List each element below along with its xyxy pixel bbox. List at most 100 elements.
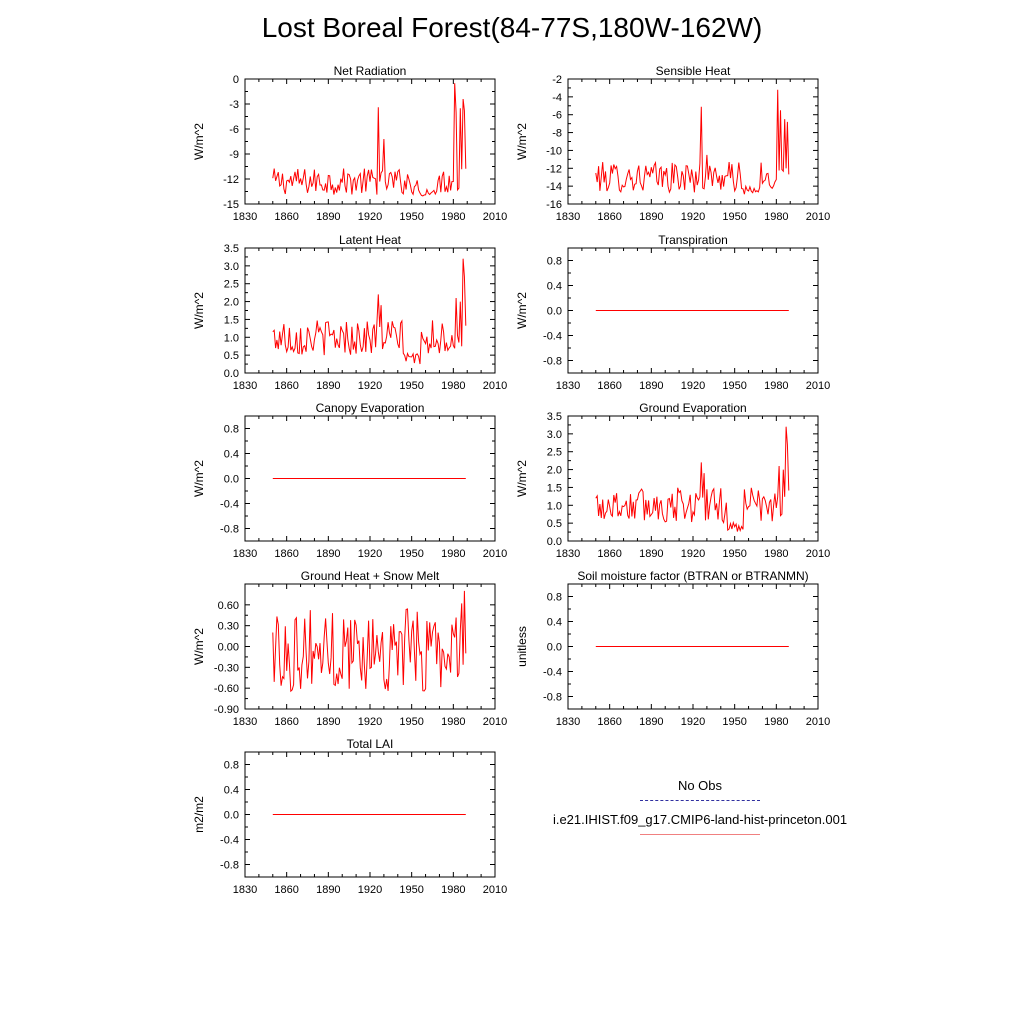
y-tick-label: 0.8 bbox=[224, 424, 239, 436]
y-tick-label: -0.4 bbox=[543, 667, 562, 679]
y-tick-label: -15 bbox=[223, 199, 239, 211]
y-tick-label: -0.8 bbox=[220, 524, 239, 536]
plot-frame bbox=[567, 415, 819, 542]
x-tick-label: 1980 bbox=[764, 211, 788, 223]
x-tick-label: 1920 bbox=[681, 716, 705, 728]
x-tick-label: 1890 bbox=[639, 211, 663, 223]
x-tick-label: 1920 bbox=[681, 211, 705, 223]
series-line bbox=[272, 83, 467, 197]
y-tick-label: -0.8 bbox=[220, 860, 239, 872]
y-axis-label: W/m^2 bbox=[192, 628, 206, 665]
x-tick-label: 1980 bbox=[441, 548, 465, 560]
series-line bbox=[272, 590, 467, 693]
x-tick-label: 1920 bbox=[358, 211, 382, 223]
x-tick-label: 1830 bbox=[556, 548, 580, 560]
x-tick-label: 1950 bbox=[722, 548, 746, 560]
x-tick-label: 1860 bbox=[274, 716, 298, 728]
x-tick-label: 1920 bbox=[358, 716, 382, 728]
chart-panel-0: Net Radiation 1830 1860 1890 1920 1950 1980 201… bbox=[192, 64, 507, 223]
y-tick-label: 0 bbox=[233, 74, 239, 86]
plot-frame bbox=[244, 583, 496, 710]
x-tick-label: 1950 bbox=[399, 211, 423, 223]
legend-model-swatch-row bbox=[520, 834, 880, 846]
x-tick-label: 1950 bbox=[722, 211, 746, 223]
y-tick-label: 0.30 bbox=[218, 621, 239, 633]
y-tick-label: -6 bbox=[229, 124, 239, 136]
x-tick-label: 1860 bbox=[597, 211, 621, 223]
chart-title: Net Radiation bbox=[334, 64, 407, 78]
y-tick-label: 0.0 bbox=[547, 642, 562, 654]
x-tick-label: 1980 bbox=[441, 716, 465, 728]
x-tick-label: 1890 bbox=[639, 716, 663, 728]
y-tick-label: 1.5 bbox=[224, 314, 239, 326]
x-tick-label: 1980 bbox=[441, 380, 465, 392]
chart-panel-2: Latent Heat 1830 1860 1890 1920 1950 1980 2010 0… bbox=[192, 233, 507, 392]
x-tick-label: 2010 bbox=[806, 716, 830, 728]
x-tick-label: 1920 bbox=[681, 380, 705, 392]
x-tick-label: 1890 bbox=[639, 548, 663, 560]
x-tick-label: 1980 bbox=[764, 548, 788, 560]
y-tick-label: 0.0 bbox=[224, 368, 239, 380]
chart-title: Soil moisture factor (BTRAN or BTRANMN) bbox=[577, 569, 808, 583]
chart-title: Canopy Evaporation bbox=[316, 401, 425, 415]
x-tick-label: 1830 bbox=[233, 380, 257, 392]
x-tick-label: 1890 bbox=[639, 380, 663, 392]
legend-model-swatch bbox=[640, 834, 760, 835]
y-tick-label: 0.00 bbox=[218, 642, 239, 654]
x-tick-label: 1890 bbox=[316, 716, 340, 728]
y-axis-label: m2/m2 bbox=[192, 796, 206, 833]
y-tick-label: 0.5 bbox=[224, 350, 239, 362]
y-tick-label: -0.8 bbox=[543, 692, 562, 704]
x-tick-label: 1950 bbox=[399, 884, 423, 896]
y-tick-label: -0.4 bbox=[220, 835, 239, 847]
x-tick-label: 2010 bbox=[483, 884, 507, 896]
chart-title: Ground Evaporation bbox=[639, 401, 746, 415]
y-tick-label: -0.4 bbox=[220, 499, 239, 511]
y-tick-label: -0.60 bbox=[214, 683, 239, 695]
legend-obs-swatch-row bbox=[520, 800, 880, 812]
chart-title: Transpiration bbox=[658, 233, 728, 247]
chart-title: Sensible Heat bbox=[656, 64, 731, 78]
y-tick-label: -4 bbox=[552, 92, 562, 104]
legend-obs-swatch bbox=[640, 800, 760, 801]
x-tick-label: 1860 bbox=[597, 716, 621, 728]
y-tick-label: 3.0 bbox=[224, 261, 239, 273]
y-tick-label: -0.90 bbox=[214, 704, 239, 716]
y-axis-label: unitless bbox=[515, 626, 529, 667]
y-tick-label: -3 bbox=[229, 99, 239, 111]
y-tick-label: -2 bbox=[552, 74, 562, 86]
chart-panel-6: Ground Heat + Snow Melt 1830 1860 1890 1920 1… bbox=[192, 569, 507, 728]
x-tick-label: 1950 bbox=[399, 380, 423, 392]
x-tick-label: 1860 bbox=[597, 380, 621, 392]
plot-frame bbox=[244, 247, 496, 374]
y-tick-label: 2.0 bbox=[547, 465, 562, 477]
y-tick-label: 3.5 bbox=[224, 243, 239, 255]
chart-panel-7: Soil moisture factor (BTRAN or BTRANMN) 1… bbox=[515, 569, 830, 728]
chart-panel-4: Canopy Evaporation 1830 1860 1890 1920 1950 19… bbox=[192, 401, 507, 560]
y-tick-label: 0.60 bbox=[218, 600, 239, 612]
x-tick-label: 1830 bbox=[556, 380, 580, 392]
x-tick-label: 1920 bbox=[681, 548, 705, 560]
x-tick-label: 1890 bbox=[316, 548, 340, 560]
y-tick-label: -12 bbox=[223, 174, 239, 186]
chart-title: Total LAI bbox=[347, 737, 394, 751]
y-tick-label: -14 bbox=[546, 181, 562, 193]
x-tick-label: 1860 bbox=[274, 211, 298, 223]
chart-title: Ground Heat + Snow Melt bbox=[301, 569, 440, 583]
x-tick-label: 2010 bbox=[806, 211, 830, 223]
y-axis-label: W/m^2 bbox=[515, 123, 529, 160]
y-tick-label: 1.5 bbox=[547, 482, 562, 494]
x-tick-label: 1950 bbox=[722, 716, 746, 728]
y-tick-label: 3.0 bbox=[547, 429, 562, 441]
x-tick-label: 1860 bbox=[274, 884, 298, 896]
series-line bbox=[595, 426, 790, 533]
x-tick-label: 1950 bbox=[399, 548, 423, 560]
y-tick-label: -10 bbox=[546, 145, 562, 157]
y-tick-label: 2.5 bbox=[224, 279, 239, 291]
y-tick-label: -0.4 bbox=[543, 331, 562, 343]
y-tick-label: -16 bbox=[546, 199, 562, 211]
chart-panel-5: Ground Evaporation 1830 1860 1890 1920 1950 19… bbox=[515, 401, 830, 560]
y-tick-label: -8 bbox=[552, 128, 562, 140]
y-tick-label: 0.0 bbox=[547, 306, 562, 318]
